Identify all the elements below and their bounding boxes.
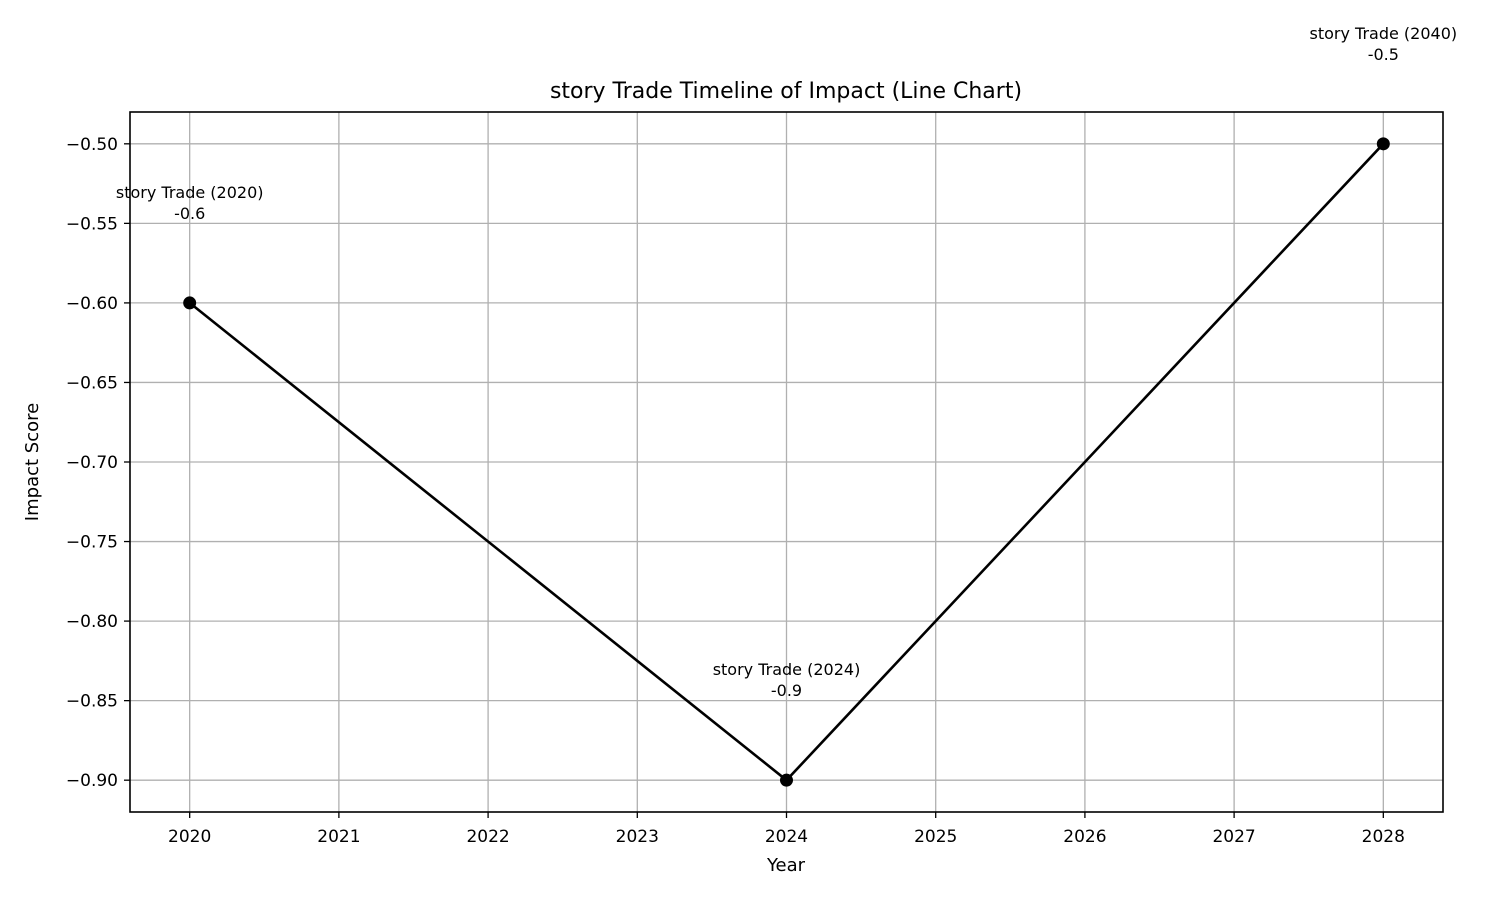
annotation-value: -0.5	[1368, 45, 1399, 64]
data-point	[780, 773, 793, 787]
annotation-label: story Trade (2024)	[713, 660, 861, 679]
data-point	[183, 296, 197, 310]
x-tick-label: 2022	[466, 827, 509, 847]
grid	[130, 112, 1443, 812]
y-tick-label: −0.80	[66, 612, 118, 632]
x-tick-label: 2026	[1063, 827, 1106, 847]
annotation-label: story Trade (2020)	[116, 183, 264, 202]
x-tick-label: 2020	[168, 827, 211, 847]
annotation-value: -0.6	[174, 204, 205, 223]
y-axis-label: Impact Score	[22, 403, 43, 521]
y-tick-label: −0.85	[66, 692, 118, 712]
x-tick-label: 2021	[317, 827, 360, 847]
annotations-layer: story Trade (2020) -0.6 story Trade (2024)…	[116, 24, 1457, 700]
y-tick-label: −0.65	[66, 373, 118, 393]
x-tick-label: 2027	[1212, 827, 1255, 847]
x-tick-label: 2028	[1362, 827, 1405, 847]
x-tick-label: 2025	[914, 827, 957, 847]
y-tick-label: −0.90	[66, 771, 118, 791]
y-tick-label: −0.50	[66, 135, 118, 155]
y-tick-label: −0.60	[66, 294, 118, 314]
chart-title: story Trade Timeline of Impact (Line Cha…	[550, 79, 1022, 104]
annotation-value: -0.9	[771, 681, 802, 700]
data-point	[1376, 137, 1390, 151]
y-tick-label: −0.55	[66, 214, 118, 234]
ticks-layer: 2020 2021 2022 2023 2024 2025 2026 2027 2028 −0.5…	[66, 135, 1405, 847]
y-tick-label: −0.70	[66, 453, 118, 473]
x-tick-label: 2023	[616, 827, 659, 847]
y-tick-label: −0.75	[66, 533, 118, 553]
points-layer	[183, 137, 1390, 787]
x-tick-label: 2024	[765, 827, 808, 847]
annotation-label: story Trade (2040)	[1310, 24, 1458, 43]
x-axis-label: Year	[766, 855, 806, 876]
